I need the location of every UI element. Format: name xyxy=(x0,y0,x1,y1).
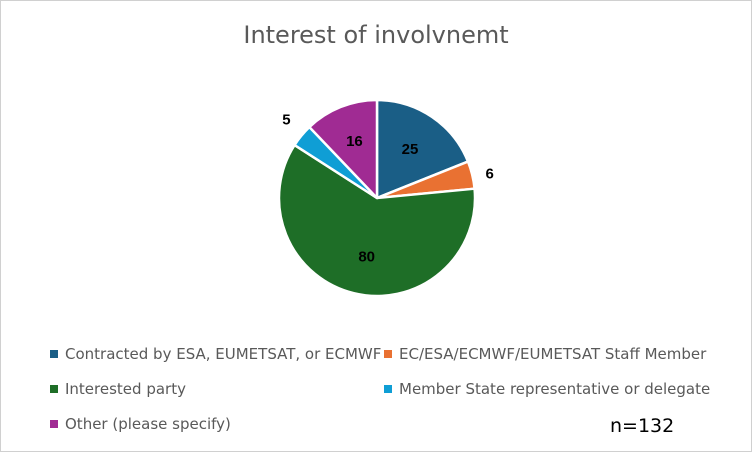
legend-swatch-staff xyxy=(384,350,392,358)
legend-label-interested: Interested party xyxy=(65,380,186,398)
pie-data-label-0: 25 xyxy=(402,141,419,158)
pie-slice-0 xyxy=(375,98,470,200)
pie-slice-4 xyxy=(308,98,379,200)
legend-swatch-contracted xyxy=(50,350,58,358)
pie-slice-2 xyxy=(277,143,477,298)
pie-chart: 25 6 80 5 16 xyxy=(277,98,494,298)
sample-size-annotation: n=132 xyxy=(610,415,675,437)
pie-data-label-2: 80 xyxy=(358,249,375,266)
legend-item-contracted: Contracted by ESA, EUMETSAT, or ECMWF xyxy=(50,345,381,363)
legend-swatch-interested xyxy=(50,385,58,393)
legend-item-member-state: Member State representative or delegate xyxy=(384,380,710,398)
legend-label-staff: EC/ESA/ECMWF/EUMETSAT Staff Member xyxy=(399,345,707,363)
legend-label-member-state: Member State representative or delegate xyxy=(399,380,711,398)
legend-label-other: Other (please specify) xyxy=(65,415,231,433)
legend-swatch-member-state xyxy=(384,385,392,393)
pie-data-label-4: 16 xyxy=(346,133,363,150)
legend-item-other: Other (please specify) xyxy=(50,415,231,433)
pie-data-label-3: 5 xyxy=(282,112,290,129)
legend-item-interested: Interested party xyxy=(50,380,186,398)
legend-label-contracted: Contracted by ESA, EUMETSAT, or ECMWF xyxy=(65,345,382,363)
chart-title: Interest of involvnemt xyxy=(243,21,509,49)
legend-item-staff: EC/ESA/ECMWF/EUMETSAT Staff Member xyxy=(384,345,706,363)
legend-swatch-other xyxy=(50,420,58,428)
pie-data-label-1: 6 xyxy=(485,166,493,183)
